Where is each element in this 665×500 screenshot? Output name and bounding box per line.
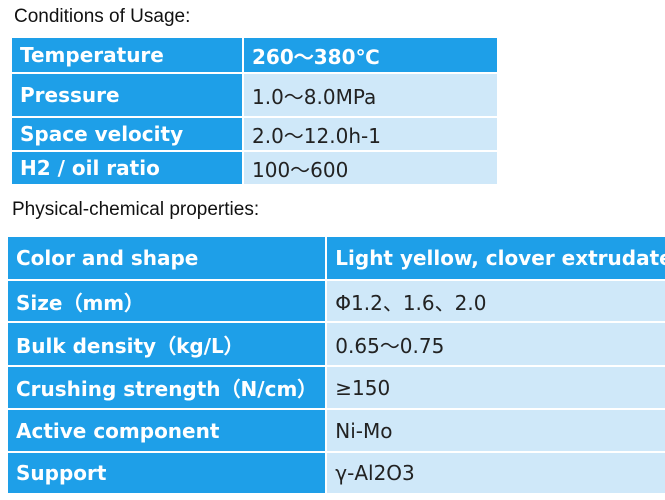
property-name: Bulk density（kg/L） [8, 323, 326, 365]
property-name: Active component [8, 410, 326, 451]
property-name: Color and shape [8, 237, 326, 279]
table: Color and shape Light yellow, clover extr… [6, 235, 665, 495]
property-value: 2.0～12.0h-1 [244, 118, 497, 150]
property-value: γ-Al2O3 [327, 453, 665, 493]
property-name: Crushing strength（N/cm） [8, 367, 326, 408]
section-title: Physical-chemical properties: [12, 199, 260, 220]
property-value: 100～600 [244, 152, 497, 184]
property-value: 0.65～0.75 [327, 323, 665, 365]
property-name: Pressure [12, 74, 242, 116]
property-name: Support [8, 453, 326, 493]
property-value: Φ1.2、1.6、2.0 [327, 281, 665, 321]
table-row: Support γ-Al2O3 [8, 453, 665, 493]
section-title: Conditions of Usage: [14, 6, 191, 27]
table: Temperature 260～380℃ Pressure 1.0～8.0MPa Spa… [10, 36, 499, 186]
property-name: H2 / oil ratio [12, 152, 242, 184]
table-row: Color and shape Light yellow, clover extr… [8, 237, 665, 279]
property-value: 260～380℃ [244, 38, 497, 72]
property-value: Ni-Mo [327, 410, 665, 451]
table-row: Temperature 260～380℃ [12, 38, 497, 72]
property-value: ≥150 [327, 367, 665, 408]
property-value: Light yellow, clover extrudate [327, 237, 665, 279]
property-name: Space velocity [12, 118, 242, 150]
table-row: Space velocity 2.0～12.0h-1 [12, 118, 497, 150]
property-name: Temperature [12, 38, 242, 72]
table-row: Bulk density（kg/L） 0.65～0.75 [8, 323, 665, 365]
table-row: Active component Ni-Mo [8, 410, 665, 451]
table-row: H2 / oil ratio 100～600 [12, 152, 497, 184]
property-name: Size（mm） [8, 281, 326, 321]
table-row: Crushing strength（N/cm） ≥150 [8, 367, 665, 408]
property-value: 1.0～8.0MPa [244, 74, 497, 116]
table-row: Pressure 1.0～8.0MPa [12, 74, 497, 116]
table-row: Size（mm） Φ1.2、1.6、2.0 [8, 281, 665, 321]
